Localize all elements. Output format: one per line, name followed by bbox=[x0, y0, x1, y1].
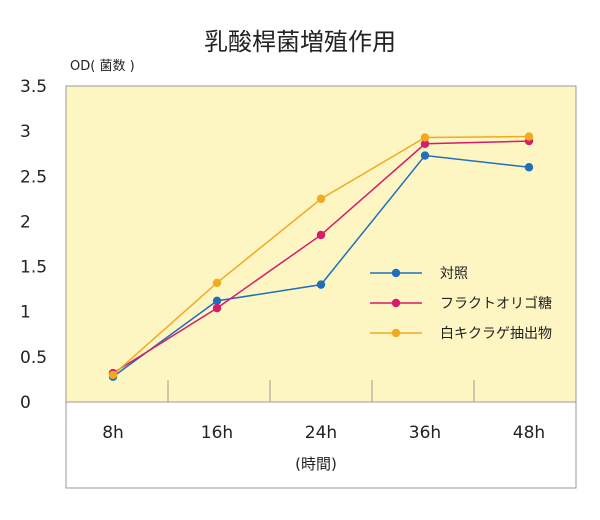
data-point bbox=[524, 163, 534, 172]
y-tick-label: 2.5 bbox=[20, 167, 47, 187]
y-axis-label: OD( 菌数 ) bbox=[70, 59, 135, 74]
data-point bbox=[316, 280, 326, 289]
legend-marker bbox=[391, 268, 401, 278]
data-point bbox=[524, 132, 534, 141]
data-point bbox=[316, 194, 326, 204]
legend-item: フラクトオリゴ糖 bbox=[370, 295, 552, 312]
data-point bbox=[212, 296, 222, 306]
data-point bbox=[420, 139, 430, 148]
legend-marker bbox=[391, 328, 401, 338]
y-tick-label: 3 bbox=[20, 122, 31, 142]
y-tick-label: 1.5 bbox=[20, 258, 47, 278]
legend-label: 白キクラゲ抽出物 bbox=[440, 326, 552, 342]
data-point bbox=[212, 278, 222, 288]
series-layer bbox=[108, 132, 534, 381]
x-tick-label: 8h bbox=[102, 423, 124, 443]
legend-item: 対照 bbox=[370, 266, 468, 282]
data-point bbox=[212, 303, 222, 313]
legend-label: 対照 bbox=[440, 266, 468, 282]
data-point bbox=[420, 151, 430, 160]
y-tick-label: 2 bbox=[20, 212, 31, 232]
data-point bbox=[316, 230, 326, 240]
x-tick-label: 48h bbox=[513, 423, 545, 443]
x-tick-label: 16h bbox=[201, 423, 233, 443]
y-tick-label: 0.5 bbox=[20, 348, 47, 368]
chart-title: 乳酸桿菌増殖作用 bbox=[204, 28, 396, 56]
y-tick-label: 3.5 bbox=[20, 77, 47, 97]
legend-label: フラクトオリゴ糖 bbox=[440, 295, 552, 312]
data-point bbox=[108, 370, 118, 380]
y-tick-label: 1 bbox=[20, 303, 31, 323]
legend-item: 白キクラゲ抽出物 bbox=[370, 326, 552, 342]
y-ticks: 0 0.5 1 1.5 2 2.5 3 3.5 bbox=[20, 77, 47, 413]
x-ticks: 8h 16h 24h 36h 48h bbox=[102, 380, 545, 443]
x-axis-label: (時間) bbox=[295, 455, 337, 473]
y-tick-label: 0 bbox=[20, 393, 31, 413]
x-tick-label: 24h bbox=[305, 423, 337, 443]
legend-marker bbox=[391, 298, 401, 308]
x-tick-label: 36h bbox=[409, 423, 441, 443]
data-point bbox=[420, 133, 430, 142]
